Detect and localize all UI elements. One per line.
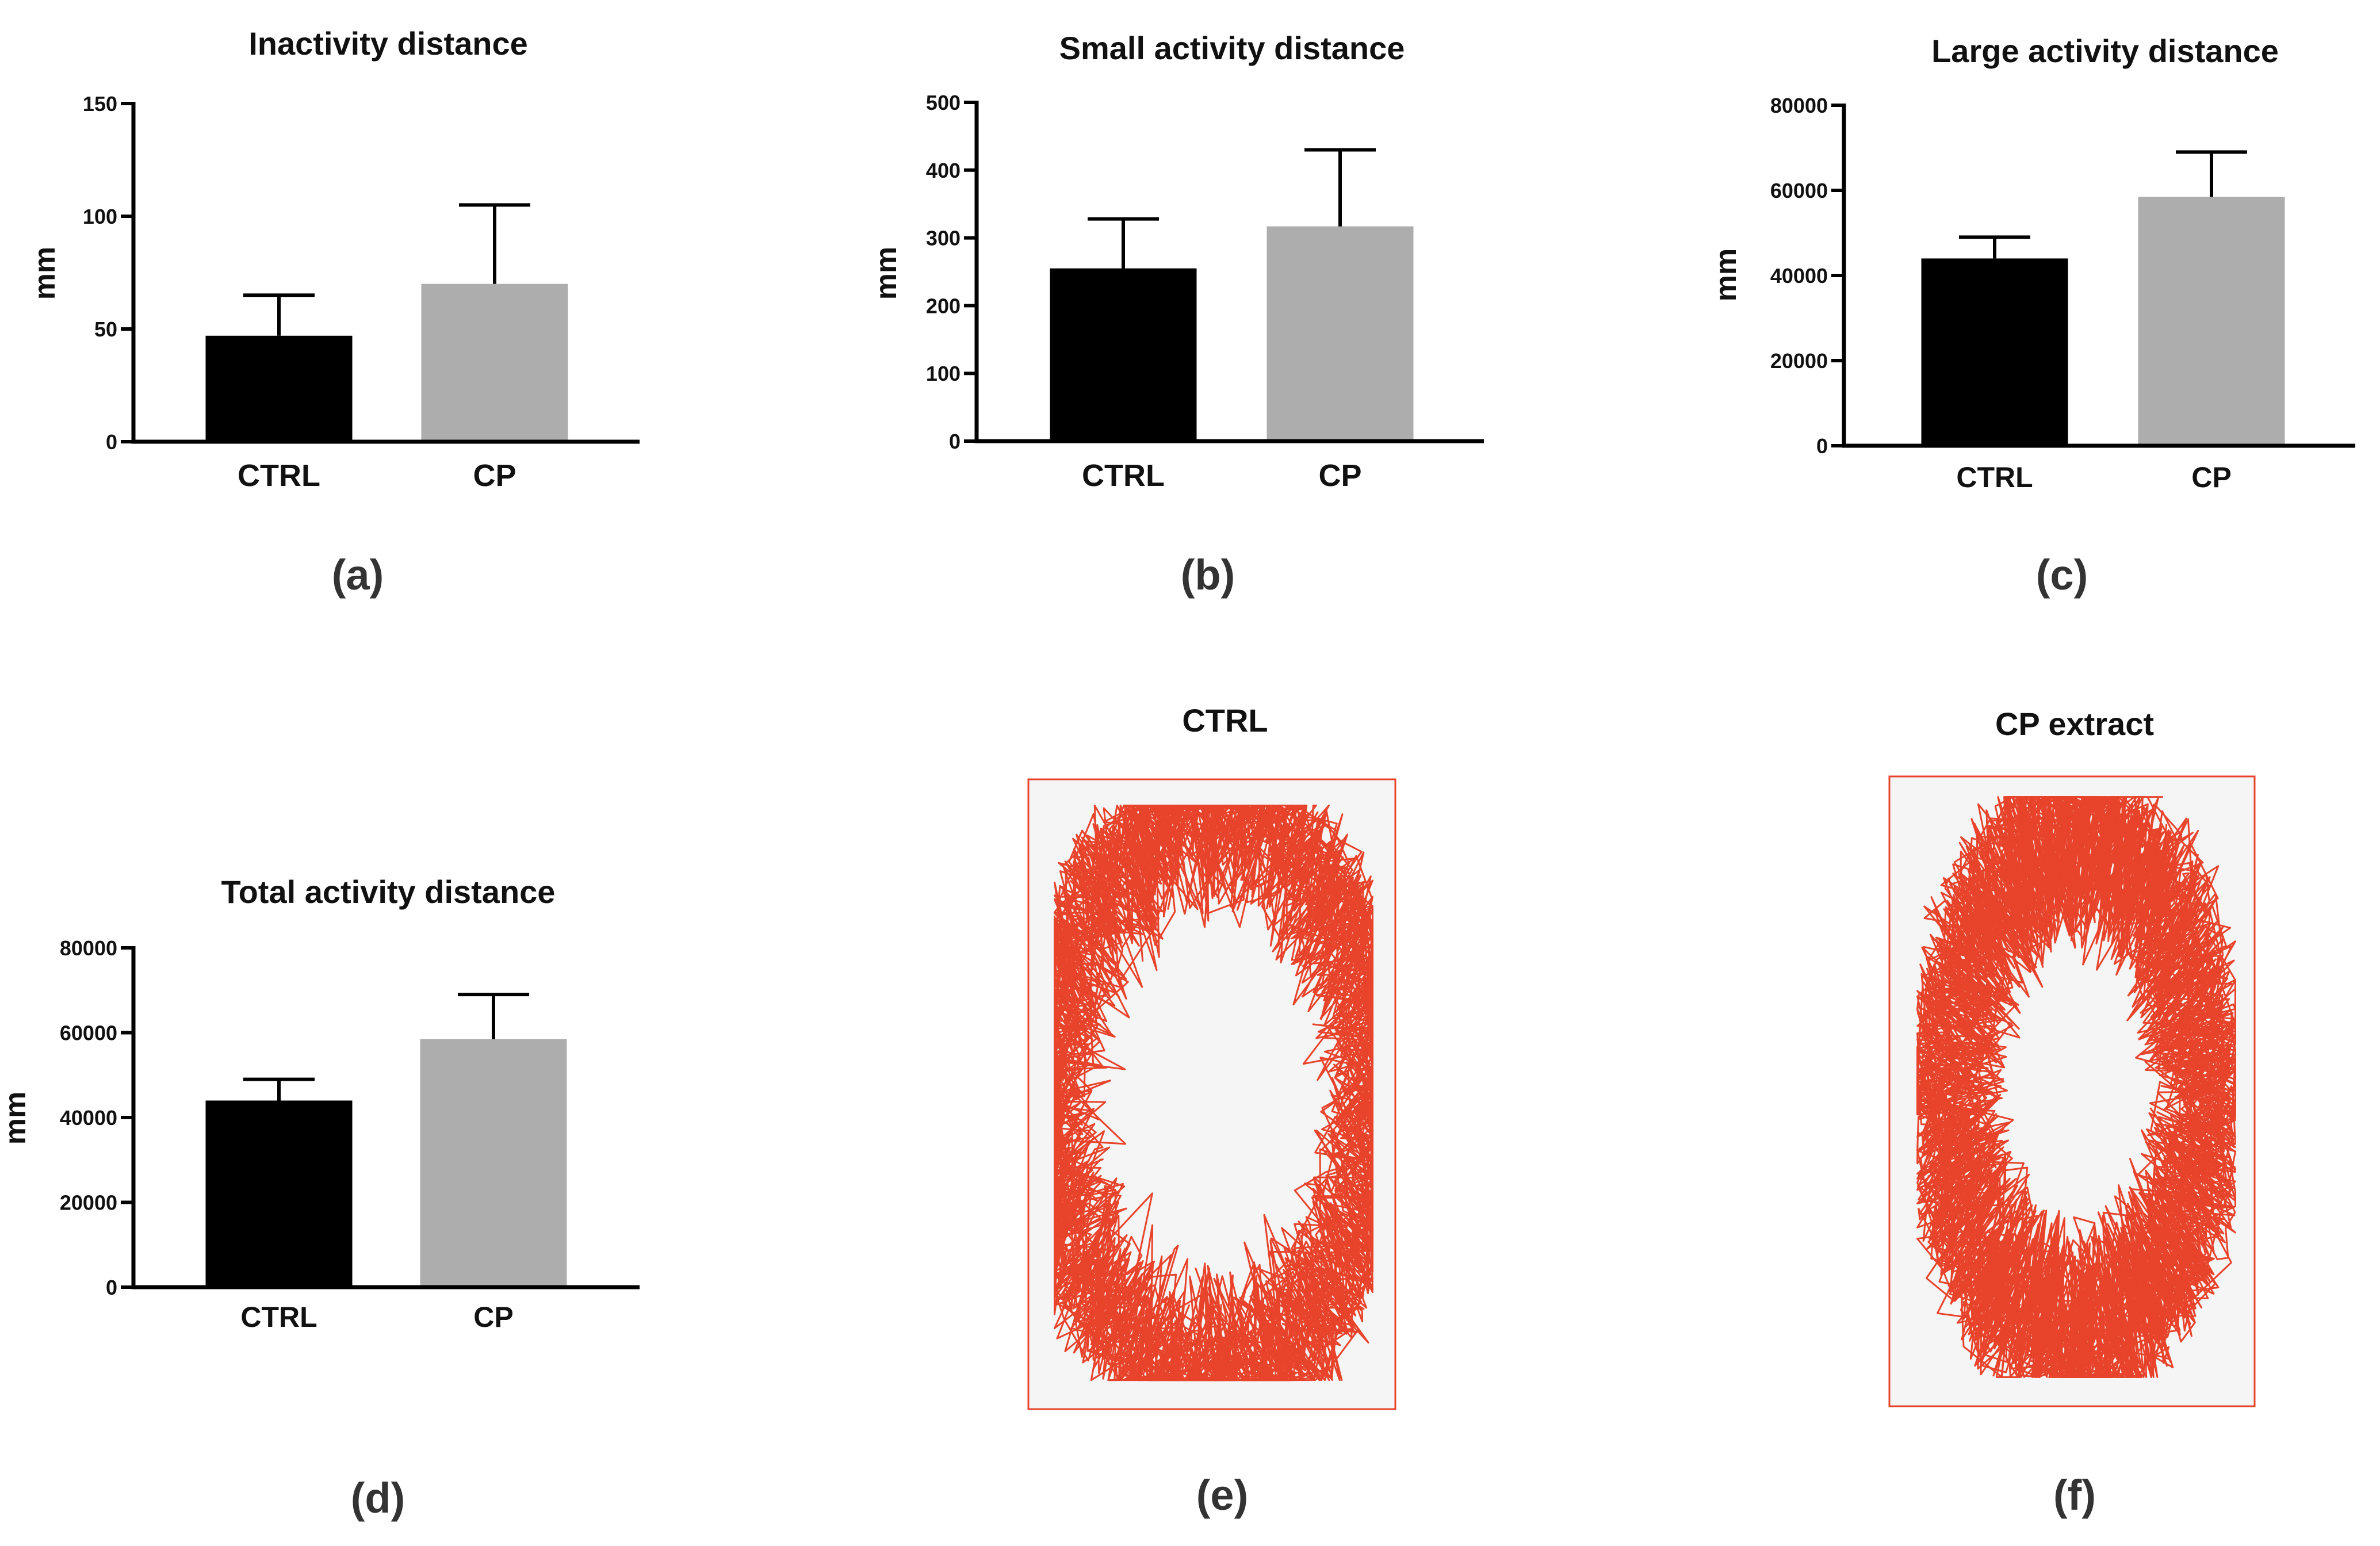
chart-b-ytick-label: 100 [926, 362, 961, 385]
panel-label-a: (a) [332, 551, 384, 599]
track-e-path [1054, 805, 1373, 1382]
chart-d-ytick-label: 40000 [60, 1106, 117, 1130]
chart-d-ytick-label: 60000 [60, 1021, 117, 1045]
chart-a-ylabel: mm [28, 247, 62, 300]
track-e-title: CTRL [1182, 702, 1268, 738]
chart-b-ytick-label: 0 [949, 430, 961, 453]
chart-b-xtick-ctrl: CTRL [1082, 458, 1165, 493]
panel-label-d: (d) [351, 1474, 405, 1522]
track-panel-f: CP extract (f) [1888, 706, 2256, 1519]
chart-c-bar-ctrl [1921, 258, 2068, 446]
chart-d-xtick-ctrl: CTRL [240, 1301, 317, 1333]
chart-b-bar-ctrl [1050, 268, 1197, 441]
chart-b-errorbar-cp [1304, 148, 1376, 227]
chart-a-ytick-label: 50 [94, 317, 117, 341]
chart-d-ytick-label: 0 [106, 1276, 117, 1299]
chart-d: Total activity distance CTRL CP 0 20000 40000… [0, 874, 640, 1522]
chart-b-ytick-label: 300 [926, 227, 961, 250]
chart-d-bar-ctrl [205, 1100, 353, 1287]
chart-a-ytick-label: 0 [106, 430, 117, 454]
panel-label-e: (e) [1196, 1471, 1248, 1519]
chart-c-ytick-label: 20000 [1770, 349, 1828, 373]
chart-d-errorbar-ctrl [243, 1077, 315, 1101]
chart-a-xtick-cp: CP [473, 458, 516, 493]
chart-d-errorbar-cp [458, 993, 529, 1039]
chart-a-xtick-ctrl: CTRL [238, 458, 320, 493]
chart-a-errorbar-ctrl [243, 293, 315, 336]
chart-b-ytick-label: 200 [926, 294, 961, 317]
chart-b-ytick-label: 400 [926, 159, 961, 182]
chart-b-ytick-label: 500 [926, 91, 961, 114]
chart-c-ytick-label: 40000 [1770, 264, 1828, 288]
chart-c-ytick-label: 0 [1816, 434, 1828, 458]
track-f-segment [1916, 796, 2236, 1378]
chart-c-errorbar-cp [2176, 150, 2247, 197]
chart-d-xtick-cp: CP [473, 1301, 513, 1333]
track-panel-e: CTRL (e) [1027, 702, 1396, 1519]
chart-c-ytick-label: 80000 [1770, 94, 1828, 117]
panel-label-f: (f) [2053, 1471, 2096, 1519]
chart-b-xtick-cp: CP [1318, 458, 1361, 493]
chart-a-errorbar-cp [459, 203, 530, 284]
chart-b: Small activity distance CTRL CP 0 100 200 300 4… [870, 30, 1484, 599]
chart-b-ylabel: mm [870, 247, 903, 300]
chart-c: Large activity distance CTRL CP 0 20000 40000… [1709, 33, 2355, 599]
panel-label-b: (b) [1181, 551, 1235, 599]
chart-a-bar-cp [421, 284, 568, 442]
chart-d-ytick-label: 80000 [60, 936, 117, 960]
chart-c-xtick-cp: CP [2191, 461, 2231, 493]
track-f-title: CP extract [1995, 706, 2154, 742]
track-f-segment [1918, 796, 2236, 1378]
chart-a: Inactivity distance CTRL CP 0 50 100 150 mm (a) [28, 25, 640, 599]
chart-a-ytick-label: 100 [83, 205, 117, 228]
chart-d-ytick-label: 20000 [60, 1191, 117, 1215]
chart-b-bar-cp [1266, 226, 1414, 441]
chart-d-bar-cp [420, 1039, 567, 1287]
chart-a-title: Inactivity distance [248, 25, 528, 62]
chart-c-ylabel: mm [1709, 248, 1743, 301]
chart-c-title: Large activity distance [1931, 33, 2279, 69]
chart-c-bar-cp [2138, 197, 2285, 446]
chart-a-bar-ctrl [205, 335, 353, 442]
chart-b-title: Small activity distance [1059, 30, 1405, 66]
track-f-path [1916, 796, 2236, 1378]
chart-c-xtick-ctrl: CTRL [1956, 461, 2033, 493]
panel-label-c: (c) [2036, 551, 2088, 599]
chart-c-ytick-label: 60000 [1770, 179, 1828, 202]
track-e-segment [1054, 805, 1373, 1382]
chart-b-errorbar-ctrl [1088, 217, 1159, 269]
chart-a-ytick-label: 150 [83, 92, 117, 116]
chart-d-title: Total activity distance [221, 874, 556, 910]
chart-d-ylabel: mm [0, 1092, 32, 1145]
chart-c-errorbar-ctrl [1959, 235, 2030, 259]
